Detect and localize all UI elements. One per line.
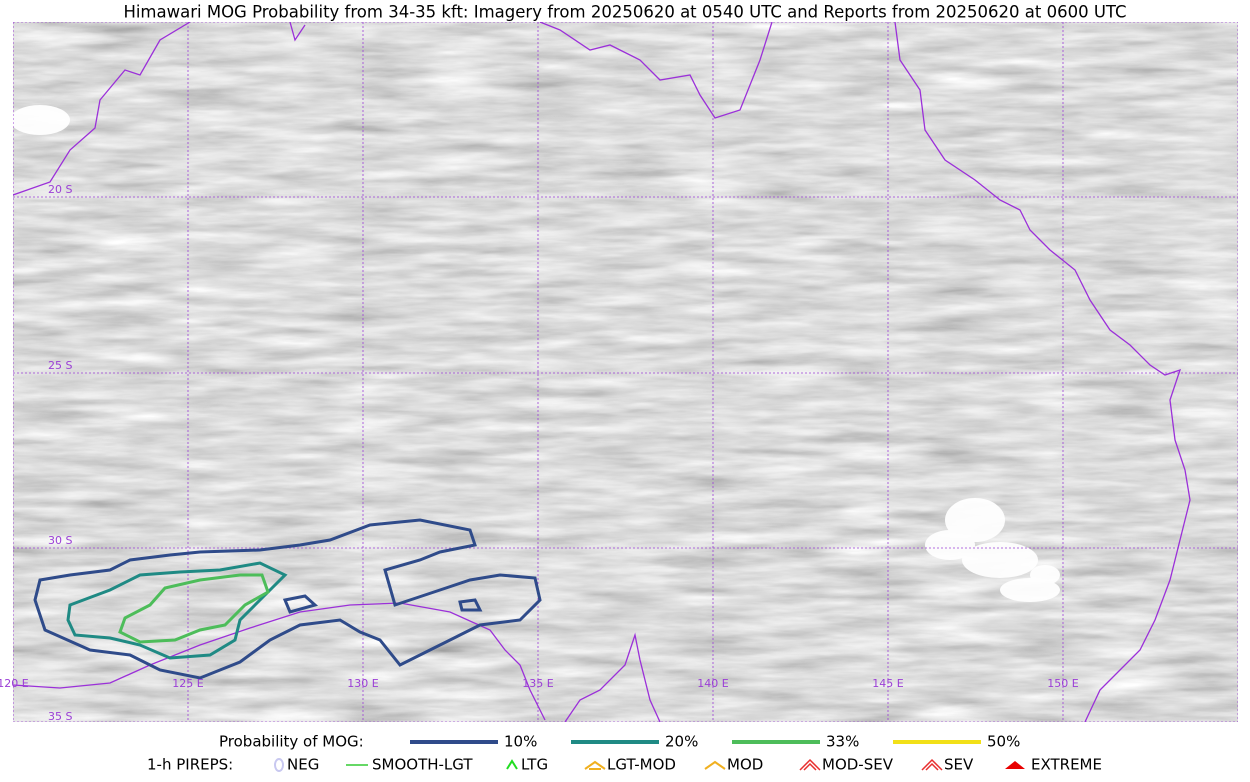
legend-label: LTG	[521, 756, 548, 774]
lat-label: 35 S	[48, 710, 72, 723]
legend-label: SEV	[944, 756, 974, 774]
legend-label: MOD-SEV	[822, 756, 894, 774]
legend: Probability of MOG: 1-h PIREPS: 10% 20% 33…	[147, 733, 1102, 774]
lon-label: 130 E	[347, 677, 378, 690]
coastline	[13, 22, 1191, 722]
legend-icon	[799, 758, 821, 771]
legend-label: MOD	[727, 756, 763, 774]
legend-label: SMOOTH-LGT	[372, 756, 473, 774]
legend-label: EXTREME	[1031, 756, 1102, 774]
legend-label: 33%	[826, 733, 859, 751]
legend-icon	[584, 760, 606, 770]
lon-label: 145 E	[872, 677, 903, 690]
legend-label: 50%	[987, 733, 1020, 751]
legend-label: NEG	[287, 756, 319, 774]
legend-label: 20%	[665, 733, 698, 751]
lon-label: 125 E	[172, 677, 203, 690]
legend-icon	[506, 759, 518, 770]
map	[13, 22, 1238, 722]
lat-label: 30 S	[48, 534, 72, 547]
title: Himawari MOG Probability from 34-35 kft:…	[123, 3, 1126, 22]
graticule	[13, 22, 1238, 722]
legend-icon	[1005, 761, 1025, 769]
lon-label: 140 E	[697, 677, 728, 690]
lat-label: 20 S	[48, 183, 72, 196]
mog-contours	[33, 518, 542, 680]
legend-title: 1-h PIREPS:	[147, 756, 233, 774]
legend-title: Probability of MOG:	[219, 733, 364, 751]
lon-label: 120 E	[0, 677, 29, 690]
lat-label: 25 S	[48, 359, 72, 372]
cloud-patch	[13, 105, 1060, 602]
satellite-imagery	[13, 22, 1238, 722]
legend-label: 10%	[504, 733, 537, 751]
legend-icon	[274, 758, 284, 772]
legend-label: LGT-MOD	[607, 756, 676, 774]
lon-label: 135 E	[522, 677, 553, 690]
legend-icon	[704, 760, 726, 770]
lon-label: 150 E	[1047, 677, 1078, 690]
legend-icon	[921, 758, 943, 771]
